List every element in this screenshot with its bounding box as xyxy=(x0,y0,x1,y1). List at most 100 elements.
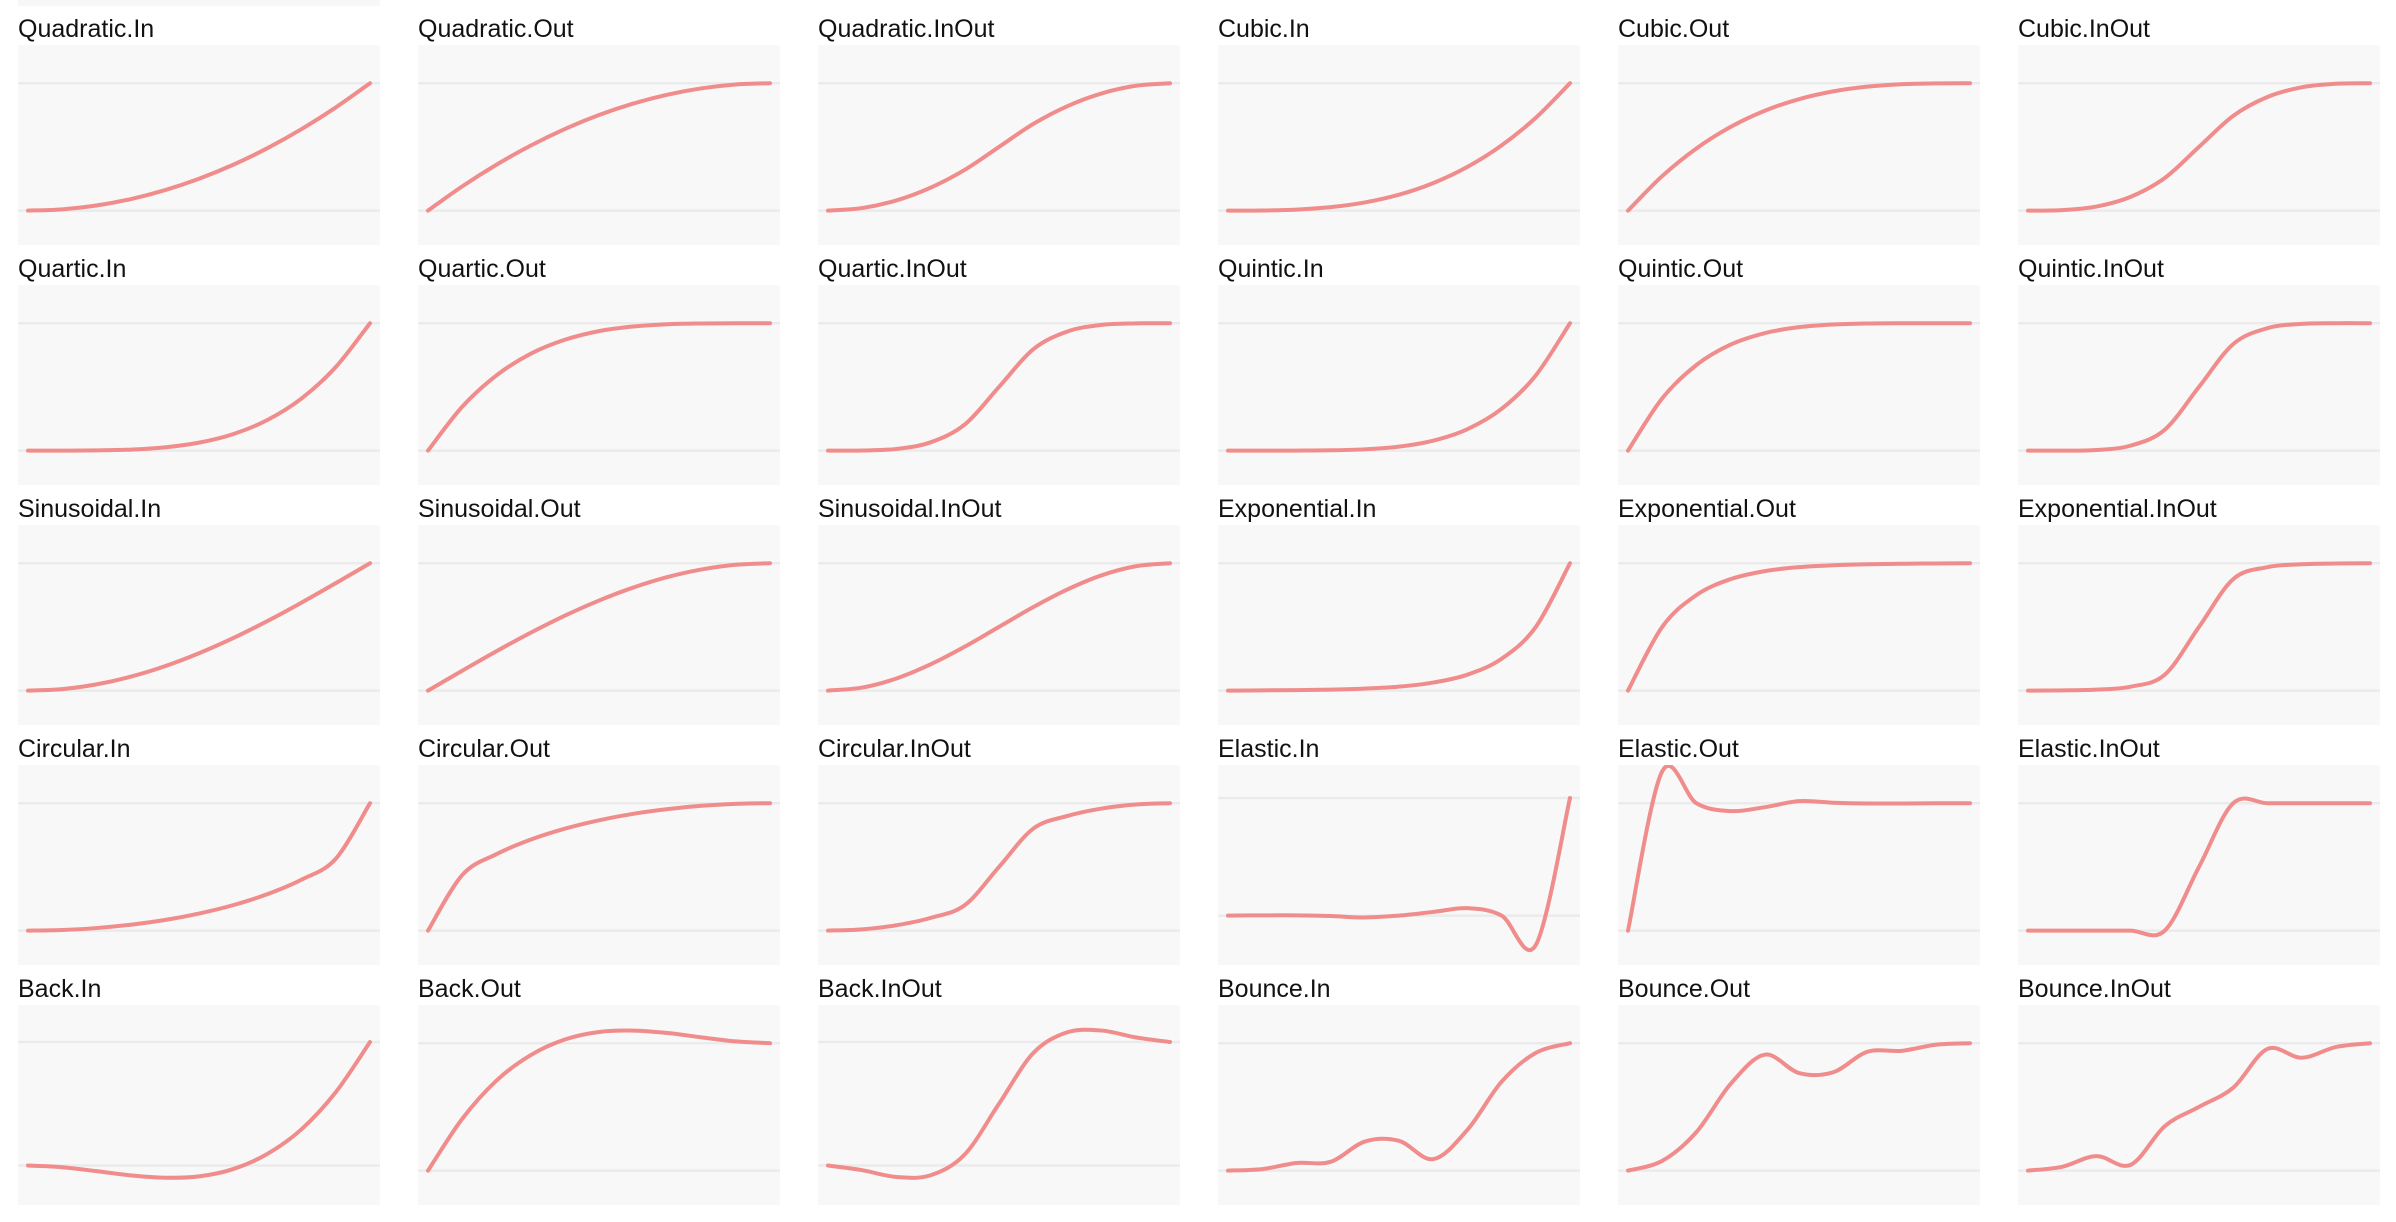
chart-title: Quadratic.In xyxy=(18,15,155,43)
easing-curve xyxy=(26,321,372,453)
easing-curve xyxy=(1626,321,1972,453)
plot-area xyxy=(18,285,380,485)
plot-area xyxy=(418,45,780,245)
plot-area xyxy=(418,285,780,485)
chart-back-inout: Back.InOut xyxy=(818,974,1180,1205)
plot-area xyxy=(18,45,380,245)
easing-curve xyxy=(26,1040,372,1180)
easing-curve xyxy=(26,801,372,933)
plot-area xyxy=(818,525,1180,725)
easing-curve xyxy=(1226,321,1572,453)
chart-title: Bounce.Out xyxy=(1618,975,1751,1003)
plot-background xyxy=(1618,525,1980,725)
chart-title: Exponential.In xyxy=(1218,495,1377,523)
chart-sinusoidal-in: Sinusoidal.In xyxy=(18,494,380,725)
chart-quadratic-out: Quadratic.Out xyxy=(418,14,780,245)
chart-back-out: Back.Out xyxy=(418,974,780,1205)
easing-curve xyxy=(1626,81,1972,213)
chart-cubic-in: Cubic.In xyxy=(1218,14,1580,245)
chart-title: Cubic.In xyxy=(1218,15,1310,43)
chart-title: Quartic.In xyxy=(18,255,127,283)
plot-area xyxy=(1218,1005,1580,1205)
plot-area xyxy=(418,1005,780,1205)
plot-area xyxy=(2018,765,2380,965)
chart-quintic-in: Quintic.In xyxy=(1218,254,1580,485)
chart-title: Quartic.InOut xyxy=(818,255,967,283)
plot-area xyxy=(1618,1005,1980,1205)
plot-area xyxy=(18,525,380,725)
chart-title: Cubic.Out xyxy=(1618,15,1730,43)
plot-background xyxy=(418,525,780,725)
easing-curve xyxy=(826,801,1172,933)
chart-quintic-out: Quintic.Out xyxy=(1618,254,1980,485)
plot-background xyxy=(1618,1005,1980,1205)
easing-curve xyxy=(1226,795,1572,952)
plot-area xyxy=(2018,525,2380,725)
chart-title: Quadratic.InOut xyxy=(818,15,995,43)
chart-elastic-inout: Elastic.InOut xyxy=(2018,734,2380,965)
chart-elastic-in: Elastic.In xyxy=(1218,734,1580,965)
chart-title: Back.InOut xyxy=(818,975,942,1003)
plot-area xyxy=(418,765,780,965)
chart-title: Sinusoidal.Out xyxy=(418,495,581,523)
easing-curve xyxy=(826,321,1172,453)
plot-background xyxy=(18,525,380,725)
easing-curve xyxy=(426,81,772,213)
easing-curve xyxy=(2026,321,2372,453)
plot-background xyxy=(418,285,780,485)
plot-area xyxy=(1618,45,1980,245)
easing-curve xyxy=(826,81,1172,213)
easing-curve xyxy=(826,561,1172,693)
easing-curve xyxy=(2026,561,2372,693)
plot-area xyxy=(1618,765,1980,965)
chart-quartic-out: Quartic.Out xyxy=(418,254,780,485)
chart-title: Circular.Out xyxy=(418,735,550,763)
plot-area xyxy=(1618,525,1980,725)
plot-area xyxy=(1218,45,1580,245)
plot-background xyxy=(1618,45,1980,245)
chart-title: Quintic.InOut xyxy=(2018,255,2164,283)
chart-cubic-inout: Cubic.InOut xyxy=(2018,14,2380,245)
chart-title: Circular.In xyxy=(18,735,131,763)
plot-area xyxy=(2018,45,2380,245)
easing-curve xyxy=(426,561,772,693)
chart-quartic-in: Quartic.In xyxy=(18,254,380,485)
chart-circular-out: Circular.Out xyxy=(418,734,780,965)
easing-curve xyxy=(2026,81,2372,213)
chart-title: Elastic.In xyxy=(1218,735,1320,763)
plot-background xyxy=(18,1005,380,1205)
chart-circular-inout: Circular.InOut xyxy=(818,734,1180,965)
plot-background xyxy=(18,765,380,965)
chart-sinusoidal-inout: Sinusoidal.InOut xyxy=(818,494,1180,725)
chart-title: Exponential.InOut xyxy=(2018,495,2217,523)
easing-curve xyxy=(426,801,772,933)
chart-title: Sinusoidal.In xyxy=(18,495,162,523)
chart-bounce-inout: Bounce.InOut xyxy=(2018,974,2380,1205)
easing-curve xyxy=(1226,81,1572,213)
easing-curve xyxy=(26,81,372,213)
top-strip xyxy=(18,0,380,6)
chart-exponential-out: Exponential.Out xyxy=(1618,494,1980,725)
chart-sinusoidal-out: Sinusoidal.Out xyxy=(418,494,780,725)
easing-curve xyxy=(1226,561,1572,693)
chart-exponential-in: Exponential.In xyxy=(1218,494,1580,725)
chart-title: Bounce.InOut xyxy=(2018,975,2171,1003)
chart-bounce-out: Bounce.Out xyxy=(1618,974,1980,1205)
easing-curve xyxy=(2026,1041,2372,1173)
chart-title: Elastic.Out xyxy=(1618,735,1739,763)
plot-background xyxy=(1218,1005,1580,1205)
chart-title: Bounce.In xyxy=(1218,975,1331,1003)
chart-title: Quintic.Out xyxy=(1618,255,1744,283)
plot-area xyxy=(418,525,780,725)
easing-curve xyxy=(26,561,372,693)
plot-area xyxy=(818,45,1180,245)
easing-curve xyxy=(1626,561,1972,693)
easing-curve xyxy=(826,1027,1172,1180)
plot-area xyxy=(18,1005,380,1205)
plot-background xyxy=(18,285,380,485)
plot-background xyxy=(1218,525,1580,725)
chart-back-in: Back.In xyxy=(18,974,380,1205)
plot-area xyxy=(818,1005,1180,1205)
chart-quadratic-inout: Quadratic.InOut xyxy=(818,14,1180,245)
